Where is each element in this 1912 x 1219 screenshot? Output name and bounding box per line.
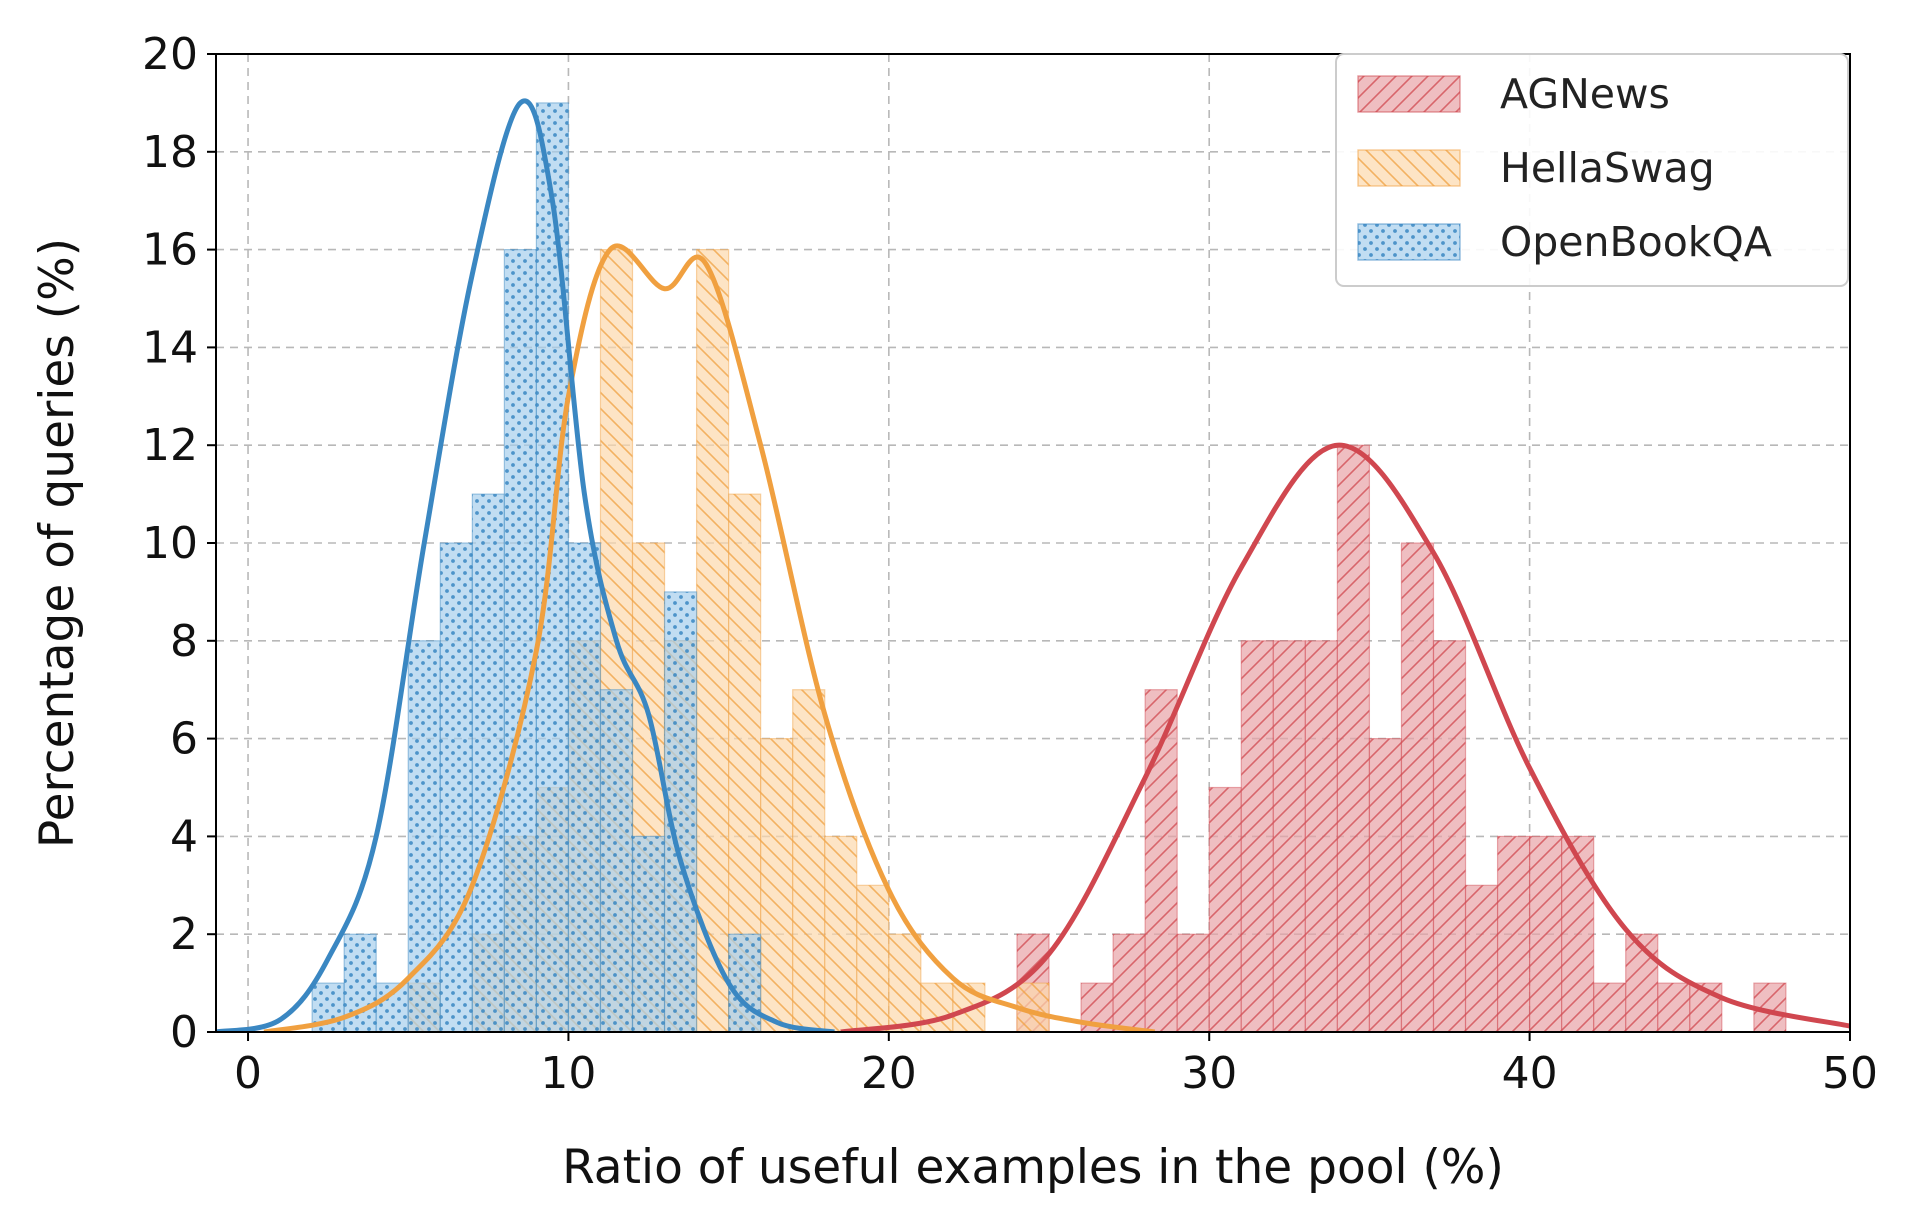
openbookqa-bar-hatch: [439, 542, 473, 1032]
x-tick-label: 0: [234, 1048, 262, 1099]
y-tick-label: 18: [142, 127, 198, 178]
agnews-bar-hatch: [1368, 737, 1403, 1032]
y-tick-label: 12: [142, 420, 198, 471]
y-tick-label: 2: [170, 909, 198, 960]
y-tick-label: 6: [170, 714, 198, 765]
legend-swatch-hatch: [1357, 223, 1461, 261]
y-tick-label: 4: [170, 811, 198, 862]
agnews-bar-hatch: [1336, 444, 1371, 1032]
histogram-bars: [311, 102, 1787, 1032]
openbookqa-bar-hatch: [599, 689, 634, 1032]
legend-entry-agnews: AGNews: [1357, 70, 1670, 118]
openbookqa-bar-hatch: [535, 102, 570, 1032]
y-tick-label: 8: [170, 616, 198, 667]
agnews-bar-hatch: [1593, 982, 1627, 1032]
openbookqa-bar-hatch: [728, 933, 762, 1032]
hellaswag-bar-hatch: [760, 737, 794, 1032]
openbookqa-bar-hatch: [631, 835, 666, 1032]
legend-label: AGNews: [1500, 70, 1670, 118]
hellaswag-bar-hatch: [792, 689, 826, 1032]
x-tick-label: 40: [1502, 1048, 1558, 1099]
openbookqa-bar-hatch: [567, 542, 602, 1032]
hellaswag-bar-hatch: [856, 884, 890, 1032]
kde-curve-openbookqa: [216, 98, 835, 1032]
agnews-bar-hatch: [1400, 542, 1435, 1032]
axis-ticks: 0 10 20 30 40 50 0 2 4 6 8 10 12 14 16 18 20: [142, 29, 1878, 1099]
openbookqa-bar-hatch: [471, 493, 505, 1032]
kde-curve-hellaswag: [263, 243, 1156, 1032]
legend-label: HellaSwag: [1500, 144, 1715, 192]
legend-entry-hellaswag: HellaSwag: [1357, 144, 1715, 192]
x-tick-label: 50: [1822, 1048, 1878, 1099]
legend-swatch-hatch: [1357, 75, 1461, 113]
kde-curve-agnews: [840, 442, 1850, 1032]
legend: AGNews HellaSwag OpenBookQA: [1335, 53, 1849, 287]
x-axis-title: Ratio of useful examples in the pool (%): [562, 1140, 1504, 1195]
openbookqa-bar-hatch: [503, 249, 537, 1032]
x-tick-label: 30: [1181, 1048, 1237, 1099]
y-tick-label: 10: [142, 518, 198, 569]
x-tick-label: 20: [861, 1048, 917, 1099]
agnews-bar-hatch: [1208, 786, 1242, 1032]
y-tick-label: 20: [142, 29, 198, 80]
legend-entry-openbookqa: OpenBookQA: [1357, 218, 1772, 266]
y-tick-label: 0: [170, 1007, 198, 1058]
agnews-bar-hatch: [1496, 835, 1531, 1032]
legend-label: OpenBookQA: [1500, 218, 1772, 266]
agnews-bar-hatch: [1464, 884, 1499, 1032]
bars-agnews: [1016, 444, 1787, 1032]
agnews-bar-hatch: [1144, 689, 1178, 1032]
agnews-bar-hatch: [1529, 835, 1563, 1032]
agnews-bar-hatch: [1657, 982, 1691, 1032]
density-curves: [216, 98, 1850, 1032]
agnews-bar-hatch: [1625, 933, 1659, 1032]
agnews-bar-hatch: [1112, 933, 1146, 1032]
hellaswag-bar-hatch: [888, 933, 922, 1032]
agnews-bar-hatch: [1304, 640, 1338, 1032]
y-tick-label: 14: [142, 322, 198, 373]
legend-frame: [1335, 53, 1849, 287]
hellaswag-bar-hatch: [824, 835, 858, 1032]
agnews-bar-hatch: [1432, 640, 1467, 1032]
legend-swatch-hatch: [1357, 149, 1461, 187]
y-tick-label: 16: [142, 225, 198, 276]
x-tick-label: 10: [540, 1048, 596, 1099]
agnews-bar-hatch: [1561, 835, 1595, 1032]
agnews-bar-hatch: [1176, 933, 1210, 1032]
bars-openbookqa: [311, 102, 762, 1032]
hellaswag-bar-hatch: [695, 249, 730, 1032]
y-axis-title: Percentage of queries (%): [30, 238, 85, 848]
agnews-bar-hatch: [1272, 640, 1306, 1032]
agnews-bar-hatch: [1240, 640, 1274, 1032]
